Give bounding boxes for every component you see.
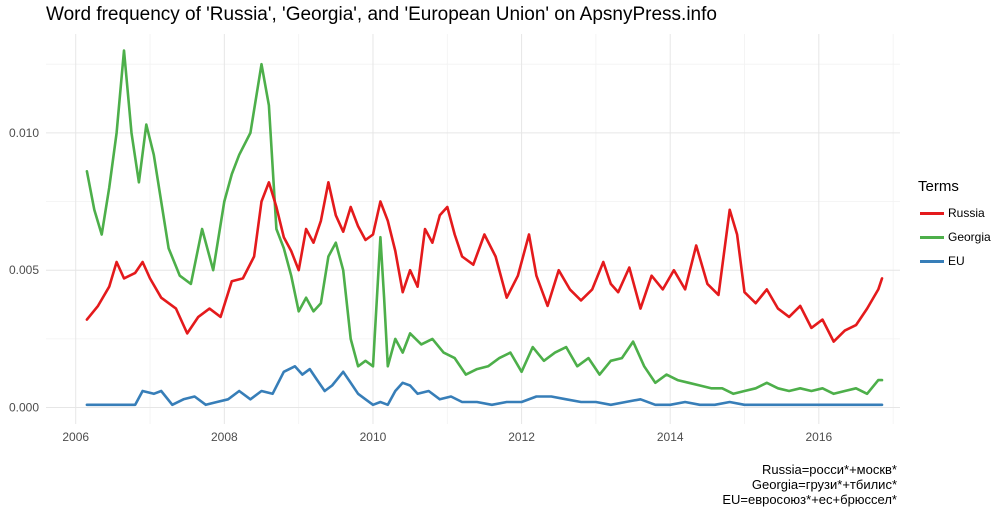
caption-line-eu: EU=евросоюз*+ес+брюссел* xyxy=(722,492,897,507)
x-tick-label: 2010 xyxy=(360,430,387,444)
series-lines xyxy=(85,49,884,407)
x-tick-label: 2014 xyxy=(657,430,684,444)
y-tick-label: 0.010 xyxy=(9,126,39,140)
legend-label-eu: EU xyxy=(948,254,965,268)
legend-items: Russia Georgia EU xyxy=(918,201,991,273)
caption-line-georgia: Georgia=грузи*+тбилис* xyxy=(751,477,897,492)
y-tick-label: 0.000 xyxy=(9,401,39,415)
chart-title: Word frequency of 'Russia', 'Georgia', a… xyxy=(46,4,717,25)
legend-key-eu xyxy=(920,259,944,263)
series-line-russia xyxy=(85,181,884,343)
line-chart: 2006 2008 2010 2012 2014 2016 0.000 0.005 0.010 xyxy=(9,34,900,444)
legend-key-russia xyxy=(920,211,944,215)
x-tick-label: 2016 xyxy=(805,430,832,444)
legend: Terms Russia Georgia EU xyxy=(918,178,991,273)
y-tick-label: 0.005 xyxy=(9,263,39,277)
x-axis-ticks: 2006 2008 2010 2012 2014 2016 xyxy=(62,430,832,444)
legend-key-georgia xyxy=(920,235,944,239)
minor-gridlines xyxy=(46,34,900,424)
caption: Russia=росси*+москв* Georgia=грузи*+тбил… xyxy=(722,462,897,507)
plot-panel xyxy=(46,34,900,424)
caption-line-russia: Russia=росси*+москв* xyxy=(761,462,897,477)
x-tick-label: 2006 xyxy=(62,430,89,444)
legend-item-georgia: Georgia xyxy=(918,225,991,249)
legend-item-eu: EU xyxy=(918,249,991,273)
series-line-georgia xyxy=(85,49,884,396)
series-line-eu xyxy=(85,364,884,407)
legend-title: Terms xyxy=(918,178,959,195)
x-tick-label: 2008 xyxy=(211,430,238,444)
y-axis-ticks: 0.000 0.005 0.010 xyxy=(9,126,39,415)
x-tick-label: 2012 xyxy=(508,430,535,444)
legend-label-russia: Russia xyxy=(948,206,985,220)
legend-label-georgia: Georgia xyxy=(948,230,991,244)
legend-item-russia: Russia xyxy=(918,201,991,225)
